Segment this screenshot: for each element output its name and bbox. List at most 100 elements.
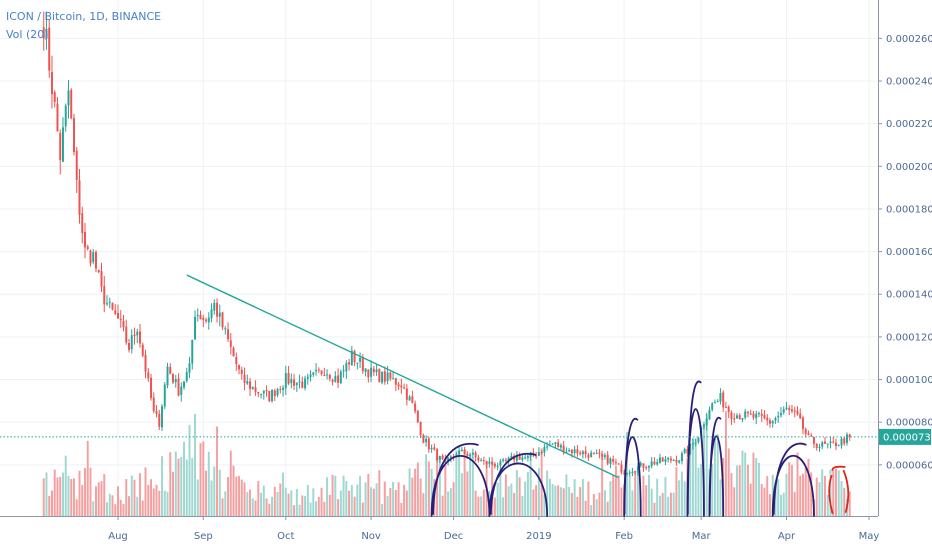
candle[interactable]: [647, 465, 650, 472]
candle[interactable]: [573, 445, 576, 456]
candle[interactable]: [719, 388, 722, 405]
candle[interactable]: [664, 456, 667, 466]
candle[interactable]: [188, 356, 191, 378]
candle[interactable]: [636, 462, 639, 476]
candle[interactable]: [491, 457, 494, 466]
candle[interactable]: [158, 409, 161, 431]
candle[interactable]: [293, 373, 296, 390]
candle[interactable]: [56, 97, 59, 132]
candle[interactable]: [216, 298, 219, 323]
candle[interactable]: [482, 456, 485, 465]
candle[interactable]: [370, 360, 373, 383]
candle[interactable]: [617, 463, 620, 465]
candle[interactable]: [631, 467, 634, 477]
candle[interactable]: [381, 371, 384, 385]
candle[interactable]: [194, 310, 197, 340]
candle[interactable]: [724, 401, 727, 408]
candle[interactable]: [746, 410, 749, 418]
candle[interactable]: [45, 11, 48, 50]
candle[interactable]: [232, 346, 235, 357]
candle[interactable]: [249, 377, 252, 397]
candle[interactable]: [711, 402, 714, 412]
candle[interactable]: [735, 413, 738, 419]
candle[interactable]: [172, 373, 175, 384]
candle[interactable]: [774, 416, 777, 424]
candle[interactable]: [683, 447, 686, 455]
candle[interactable]: [103, 275, 106, 313]
candle[interactable]: [801, 415, 804, 435]
candle[interactable]: [207, 312, 210, 330]
candle[interactable]: [708, 406, 711, 421]
candle[interactable]: [323, 367, 326, 377]
candle[interactable]: [298, 374, 301, 389]
candle[interactable]: [441, 453, 444, 460]
candle[interactable]: [227, 322, 230, 342]
candle[interactable]: [821, 440, 824, 450]
candle[interactable]: [846, 432, 848, 446]
candle[interactable]: [411, 390, 414, 404]
candle[interactable]: [752, 410, 755, 421]
candle[interactable]: [414, 400, 417, 414]
candle[interactable]: [205, 317, 208, 324]
candle[interactable]: [601, 453, 604, 461]
candle[interactable]: [199, 310, 202, 320]
candle[interactable]: [183, 380, 186, 390]
candle[interactable]: [782, 406, 785, 415]
candle[interactable]: [95, 250, 97, 273]
candle[interactable]: [799, 408, 802, 420]
candle[interactable]: [284, 365, 287, 395]
candle[interactable]: [675, 455, 678, 466]
candle[interactable]: [463, 446, 466, 455]
candle[interactable]: [128, 339, 130, 353]
candle[interactable]: [122, 314, 125, 332]
candle[interactable]: [815, 443, 818, 451]
candle[interactable]: [614, 458, 617, 466]
candle[interactable]: [804, 427, 807, 438]
candle[interactable]: [713, 399, 716, 404]
candle[interactable]: [543, 443, 546, 457]
candle[interactable]: [213, 299, 216, 315]
candle[interactable]: [419, 421, 422, 439]
candle[interactable]: [606, 451, 609, 466]
candle[interactable]: [568, 448, 571, 453]
candle[interactable]: [829, 436, 832, 449]
candle[interactable]: [48, 19, 51, 78]
candle[interactable]: [680, 451, 683, 465]
candle[interactable]: [788, 405, 791, 415]
candle[interactable]: [221, 311, 224, 330]
candle[interactable]: [273, 388, 276, 401]
candle[interactable]: [403, 383, 406, 390]
candle[interactable]: [460, 447, 463, 452]
candle[interactable]: [551, 443, 554, 445]
candle[interactable]: [416, 410, 419, 423]
candle[interactable]: [152, 392, 155, 414]
candle[interactable]: [471, 448, 474, 459]
candle[interactable]: [771, 420, 774, 428]
candle[interactable]: [496, 462, 499, 471]
candle[interactable]: [64, 103, 67, 132]
candle[interactable]: [694, 439, 697, 447]
candle[interactable]: [97, 269, 100, 274]
candle[interactable]: [320, 370, 323, 376]
candle[interactable]: [246, 374, 249, 385]
candle[interactable]: [499, 458, 502, 470]
candle[interactable]: [304, 375, 307, 391]
candle[interactable]: [383, 366, 386, 385]
candle[interactable]: [559, 443, 562, 451]
candle[interactable]: [243, 367, 246, 391]
candle[interactable]: [235, 352, 238, 371]
candle[interactable]: [84, 222, 86, 259]
candle[interactable]: [521, 453, 524, 463]
candle[interactable]: [480, 457, 483, 462]
candle[interactable]: [768, 418, 771, 428]
candle[interactable]: [180, 382, 183, 402]
candle[interactable]: [639, 461, 642, 468]
candle[interactable]: [667, 456, 670, 463]
candle[interactable]: [587, 452, 590, 461]
candle[interactable]: [430, 444, 433, 453]
candle[interactable]: [339, 369, 342, 385]
candle[interactable]: [125, 319, 128, 345]
candle[interactable]: [61, 117, 64, 163]
candle[interactable]: [796, 406, 799, 416]
candle[interactable]: [658, 453, 661, 464]
